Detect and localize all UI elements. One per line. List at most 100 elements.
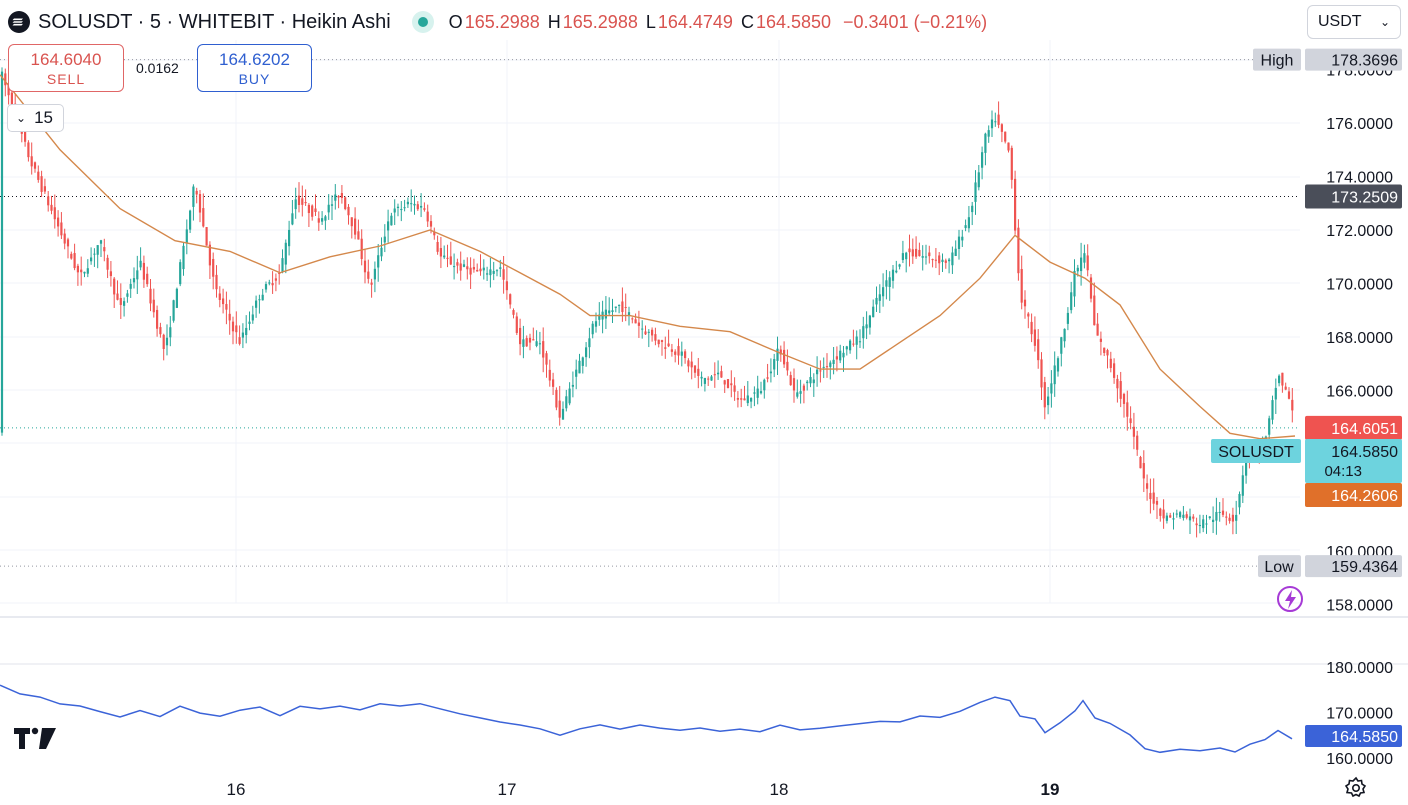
candle-body [670,349,673,352]
candle-body [783,349,786,365]
candle-body [538,343,541,345]
candle-body [845,346,848,350]
candle-body [911,249,914,257]
countdown-label: 04:13 [1324,463,1362,480]
symbol-title[interactable]: SOLUSDT · 5 · WHITEBIT · Heikin Ashi [38,10,391,33]
candle-body [215,274,218,290]
candle-body [472,267,475,270]
candle-body [1155,500,1159,505]
settings-gear-icon[interactable] [1344,776,1368,800]
currency-select[interactable]: USDT ⌄ [1307,5,1401,39]
candle-body [50,204,53,211]
candle-body [1033,329,1036,346]
candle-body [1086,255,1089,271]
candle-body [27,142,30,158]
candle-body [238,337,241,344]
candle-body [707,378,710,380]
currency-value: USDT [1318,13,1362,30]
candle-body [1202,519,1205,529]
candle-body [86,268,89,274]
candle-body [429,221,433,227]
candle-body [532,339,535,341]
buy-button[interactable]: 164.6202 BUY [197,44,312,92]
candle-body [228,313,231,321]
candle-body [116,293,119,300]
candle-body [624,307,627,309]
candle-body [1119,381,1122,399]
candle-body [175,288,178,308]
candle-body [1126,402,1129,417]
candle-body [571,384,574,387]
candle-body [740,398,743,400]
candle-body [4,73,7,86]
candle-body [984,133,987,153]
candle-body [354,218,357,235]
candle-body [152,299,155,313]
candle-body [888,277,891,288]
candle-body [1208,516,1211,518]
candle-body [321,218,324,222]
price-change: −0.3401 (−0.21%) [843,11,988,32]
candle-body [796,392,799,397]
candle-body [849,340,852,351]
chart-header: SOLUSDT · 5 · WHITEBIT · Heikin Ashi O 16… [8,6,987,38]
candle-body [1212,519,1215,522]
last-price-label: 164.5850 [1331,444,1398,461]
candle-body [611,310,614,313]
candle-body [416,204,419,210]
candle-body [139,260,142,268]
lower-last-value-label: 164.5850 [1331,729,1398,746]
candle-body [63,233,66,244]
candle-body [862,326,865,339]
candle-body [839,350,842,361]
candle-body [1027,313,1030,317]
market-status-icon[interactable] [411,10,435,34]
lower-pane-line [0,684,1293,754]
chevron-down-icon: ⌄ [1379,15,1390,29]
candle-body [1182,514,1185,518]
candle-body [621,301,624,313]
candle-body [660,340,664,342]
lightning-alert-icon[interactable] [1276,585,1304,613]
candle-body [680,351,683,356]
candle-body [858,341,862,343]
tradingview-logo-icon[interactable] [12,725,60,751]
candle-body [938,255,941,264]
candle-body [1195,523,1198,526]
time-axis: 16 17 18 19 [227,780,1060,799]
high-tag-label: High [1261,53,1294,70]
candle-body [403,207,406,209]
candle-body [1159,508,1162,516]
candle-body [710,376,713,381]
candle-body [334,194,337,201]
high-price-label: 178.3696 [1331,53,1398,70]
interval-selector[interactable]: ⌄ 15 [7,104,64,132]
candle-body [255,300,258,308]
sell-button[interactable]: 164.6040 SELL [8,44,124,92]
candle-body [674,351,677,355]
y-tick-label: 172.0000 [1326,223,1393,240]
candle-body [80,269,83,273]
candle-body [1010,147,1013,180]
candle-body [446,257,449,259]
candle-body [515,316,518,333]
candle-body [519,327,522,345]
low-label: L [645,11,656,32]
candle-body [1017,227,1020,274]
candle-body [350,217,353,227]
candle-body [1146,483,1149,489]
candle-body [1149,492,1152,500]
candle-body [126,293,129,297]
candle-body [172,300,175,321]
candle-body [1271,400,1274,420]
y-tick-label: 168.0000 [1326,330,1393,347]
candle-body [750,397,753,402]
candle-body [248,321,251,324]
candle-body [119,297,122,305]
high-value: 165.2988 [562,11,638,32]
candle-body [380,247,383,257]
candle-body [136,270,139,280]
candle-body [406,201,409,205]
